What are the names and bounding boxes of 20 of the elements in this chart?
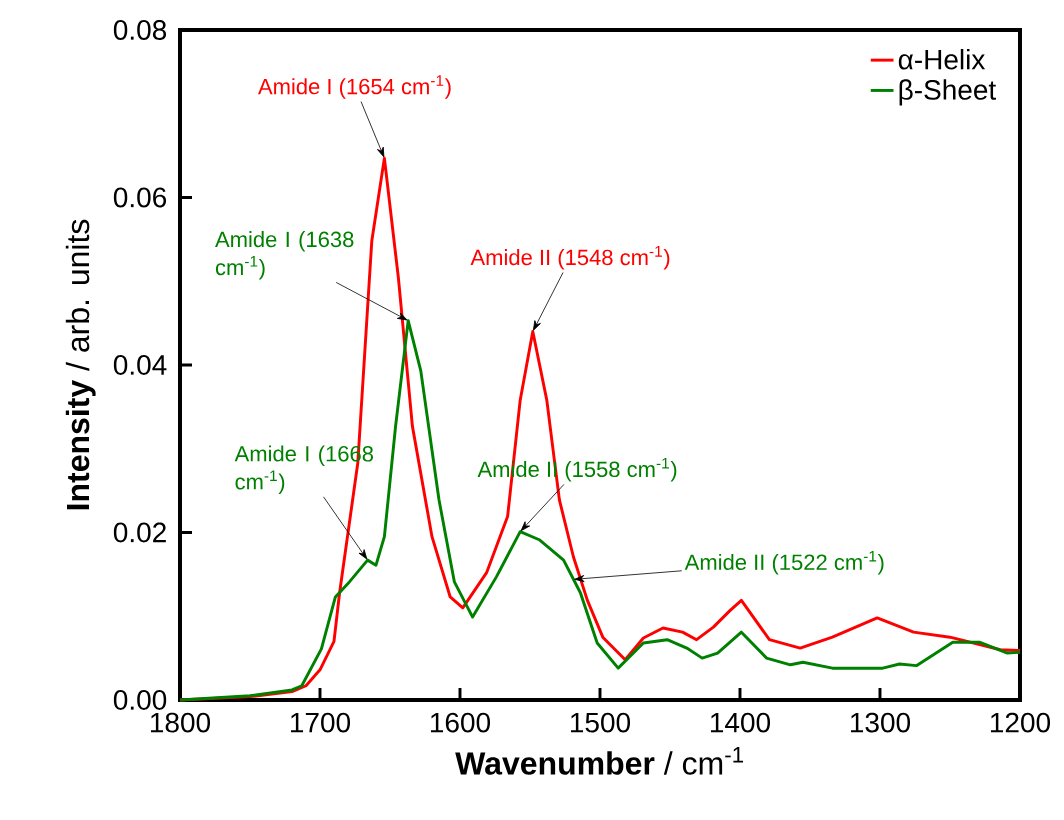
annotation: Amide II (1522 cm$^{-1}$) xyxy=(684,550,884,575)
x-axis-title: Wavenumber / cm$^{-1}$ xyxy=(455,747,744,775)
x-tick-label: 1200 xyxy=(990,712,1051,733)
x-tick-label: 1700 xyxy=(290,712,351,733)
x-tick-label: 1500 xyxy=(570,712,631,733)
x-tick-label: 1400 xyxy=(710,712,771,733)
y-tick-label: 0.08 xyxy=(113,20,167,40)
legend-label: β-Sheet xyxy=(899,79,997,106)
x-tick-label: 1800 xyxy=(150,712,211,733)
legend-label: α-Helix xyxy=(898,49,986,70)
annotation: Amide I (1654 cm$^{-1}$) xyxy=(257,75,451,99)
y-tick-label: 0.04 xyxy=(113,355,167,375)
y-tick-label: 0.02 xyxy=(113,522,166,543)
x-tick-label: 1300 xyxy=(850,712,911,733)
y-tick-label: 0.00 xyxy=(113,690,167,710)
annotation: Amide I (1638 cm$^{-1}$) xyxy=(215,231,354,280)
y-axis-title: Intensity / arb. units xyxy=(65,219,96,510)
y-tick-label: 0.06 xyxy=(113,187,167,208)
x-tick-label: 1600 xyxy=(430,712,491,733)
annotation: Amide II (1548 cm$^{-1}$) xyxy=(470,246,670,270)
